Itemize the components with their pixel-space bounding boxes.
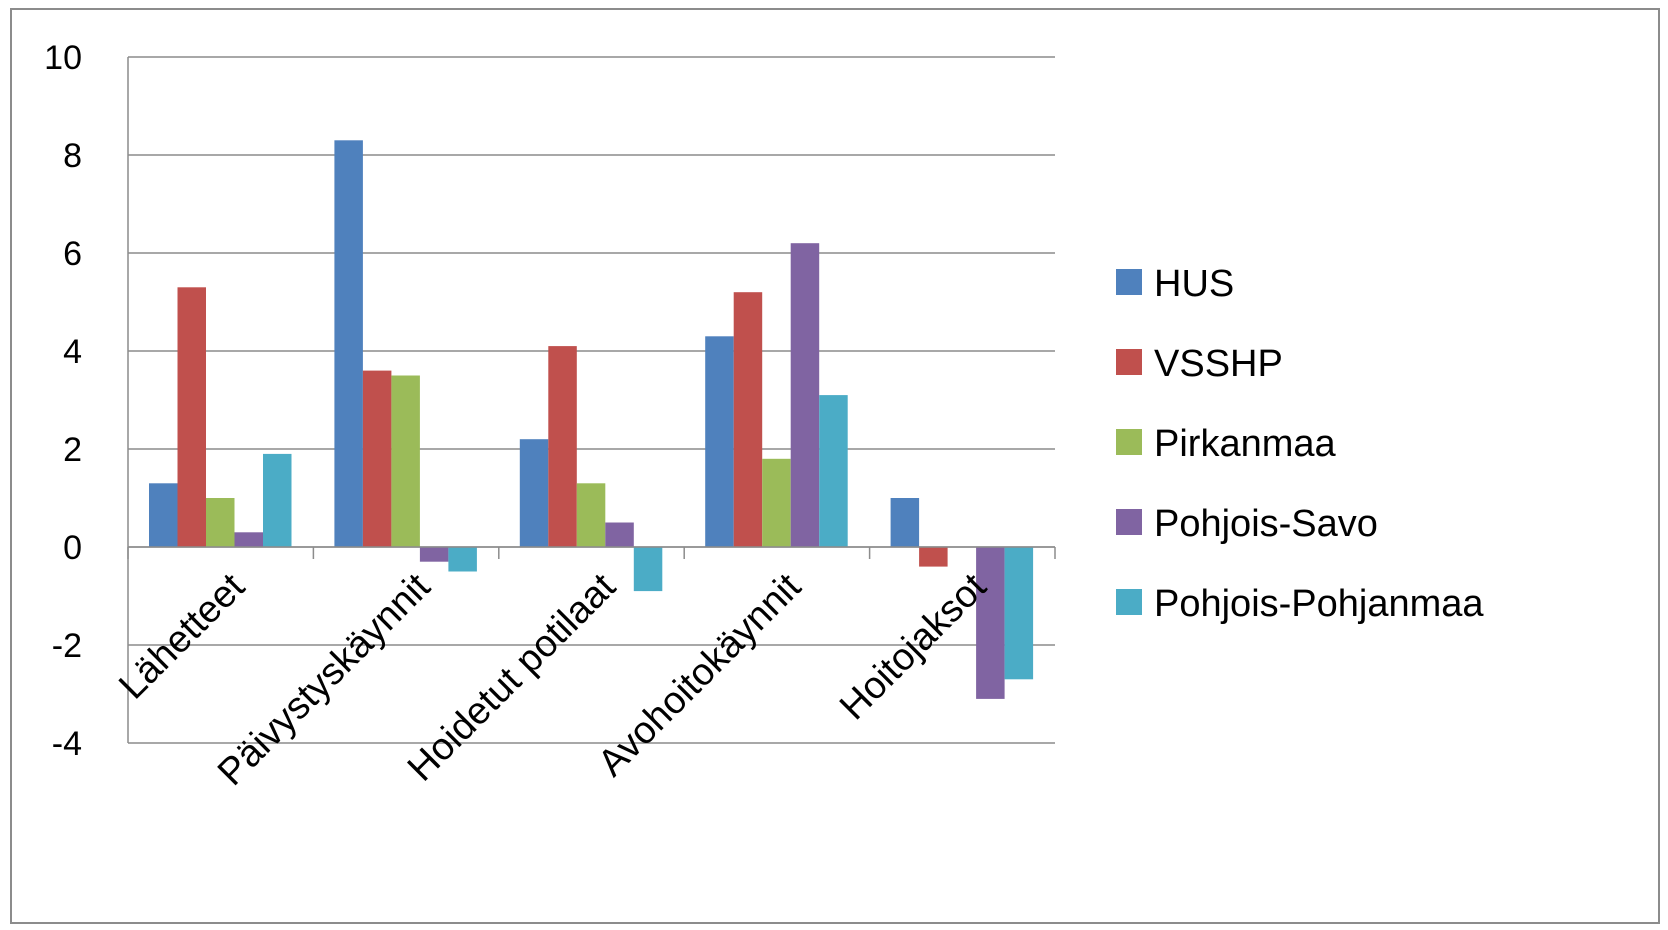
bar-vsshp bbox=[177, 287, 206, 547]
bar-pohjois-pohjanmaa bbox=[633, 547, 663, 592]
bar-pohjois-savo bbox=[976, 547, 1005, 699]
legend-label: VSSHP bbox=[1154, 343, 1283, 385]
bar-hus bbox=[890, 498, 920, 547]
category-label: Hoitojaksot bbox=[832, 565, 995, 728]
y-tick-label: -4 bbox=[52, 725, 82, 763]
bar-pohjois-savo bbox=[790, 243, 820, 547]
bar-vsshp bbox=[362, 370, 392, 547]
bar-vsshp bbox=[919, 547, 948, 567]
bar-vsshp bbox=[733, 292, 763, 547]
bar-pohjois-savo bbox=[605, 522, 634, 547]
legend-label: Pohjois-Savo bbox=[1154, 503, 1378, 545]
bar-pohjois-savo bbox=[234, 532, 263, 547]
bar-pirkanmaa bbox=[391, 375, 420, 547]
category-label: Lähetteet bbox=[111, 565, 253, 707]
category-label: Avohoitokäynnit bbox=[590, 565, 809, 784]
bar-hus bbox=[334, 140, 363, 548]
legend-swatch bbox=[1116, 429, 1142, 455]
legend-swatch bbox=[1116, 509, 1142, 535]
y-tick-label: 6 bbox=[63, 235, 82, 273]
bar-pohjois-pohjanmaa bbox=[819, 395, 848, 547]
legend-swatch bbox=[1116, 589, 1142, 615]
y-tick-label: 8 bbox=[63, 137, 82, 175]
bar-hus bbox=[705, 336, 734, 547]
bar-pirkanmaa bbox=[762, 458, 791, 547]
bar-vsshp bbox=[548, 346, 577, 547]
bar-pohjois-pohjanmaa bbox=[1004, 547, 1034, 680]
bar-hus bbox=[149, 483, 178, 547]
legend-swatch bbox=[1116, 269, 1142, 295]
bar-hus bbox=[519, 439, 549, 547]
legend-label: HUS bbox=[1154, 263, 1234, 305]
legend-label: Pirkanmaa bbox=[1154, 423, 1336, 465]
bar-pirkanmaa bbox=[206, 498, 235, 547]
bar-pohjois-pohjanmaa bbox=[263, 453, 292, 547]
bar-pirkanmaa bbox=[576, 483, 606, 547]
y-tick-label: 10 bbox=[44, 39, 82, 77]
y-tick-label: 0 bbox=[63, 529, 82, 567]
bar-pohjois-savo bbox=[419, 547, 449, 562]
y-tick-label: -2 bbox=[52, 627, 82, 665]
legend-label: Pohjois-Pohjanmaa bbox=[1154, 583, 1484, 625]
bar-pohjois-pohjanmaa bbox=[448, 547, 477, 572]
y-tick-label: 2 bbox=[63, 431, 82, 469]
legend-swatch bbox=[1116, 349, 1142, 375]
y-tick-label: 4 bbox=[63, 333, 82, 371]
